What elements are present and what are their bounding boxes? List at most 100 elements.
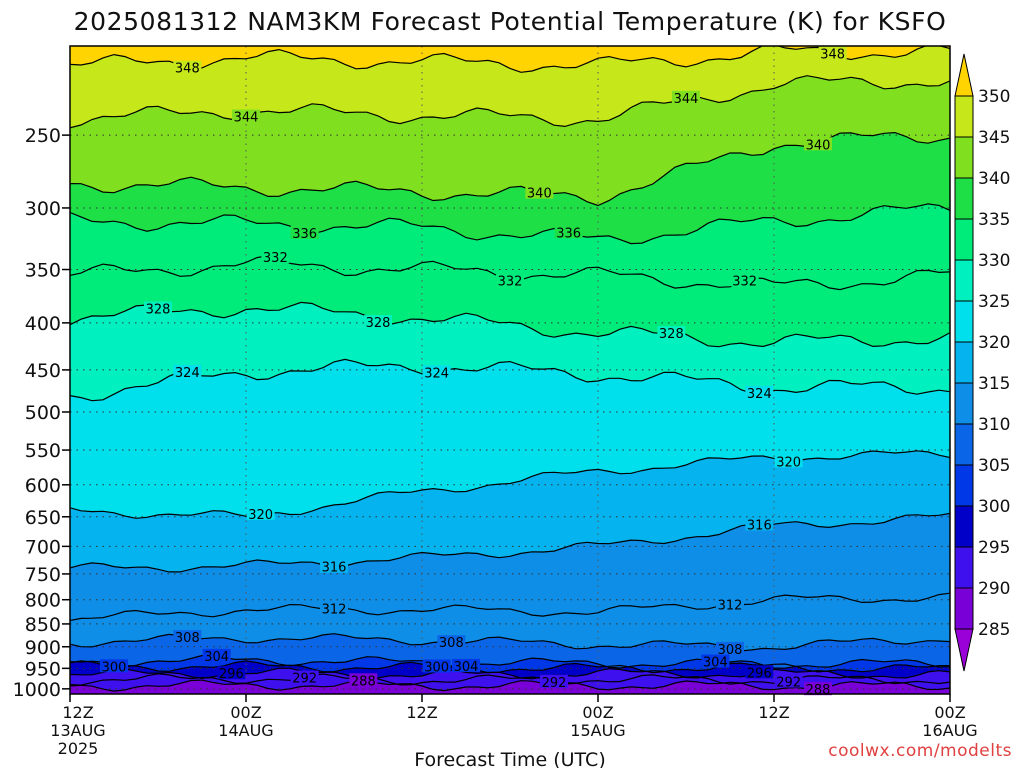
colorbar-label-335: 335 <box>978 210 1010 230</box>
contour-324 <box>70 358 950 402</box>
colorbar-label-325: 325 <box>978 292 1010 312</box>
contour-308 <box>70 633 950 652</box>
colorbar-segment-300 <box>954 464 974 507</box>
colorbar-over-arrow <box>954 53 974 97</box>
contour-296 <box>70 667 950 681</box>
contour-label-text: 328 <box>659 327 684 342</box>
pressure-axis: 2503003504004505005506006507007508008509… <box>13 125 70 701</box>
y-tick-label-300: 300 <box>25 198 61 220</box>
chart-title: 2025081312 NAM3KM Forecast Potential Tem… <box>74 7 947 36</box>
contour-label-344: 344 <box>232 109 260 126</box>
contour-label-text: 324 <box>424 366 449 381</box>
contour-label-text: 296 <box>747 666 772 681</box>
contour-label-328: 328 <box>144 301 172 318</box>
contour-label-text: 336 <box>292 227 317 242</box>
contour-label-bg <box>320 559 348 573</box>
contour-316 <box>70 512 950 573</box>
contour-label-text: 312 <box>718 598 743 613</box>
contour-label-332: 332 <box>730 273 759 289</box>
grid-lines <box>70 46 950 694</box>
contour-label-text: 308 <box>439 636 464 651</box>
contour-label-320: 320 <box>246 506 275 523</box>
field-band-344 <box>70 46 950 128</box>
contour-label-296: 296 <box>745 665 774 681</box>
contour-label-text: 316 <box>747 519 772 534</box>
contour-label-316: 316 <box>320 559 348 576</box>
contour-288 <box>70 679 950 692</box>
contour-label-292: 292 <box>290 670 319 687</box>
colorbar-segment-340 <box>954 136 974 179</box>
contour-label-bg <box>804 682 832 696</box>
x-tick-label: 00Z <box>934 703 965 722</box>
contour-344 <box>70 75 950 129</box>
contour-label-300: 300 <box>422 659 451 675</box>
contour-label-bg <box>173 60 202 74</box>
field-band-320 <box>70 359 950 519</box>
colorbar-segment-325 <box>954 259 974 302</box>
contour-label-bg <box>730 273 759 287</box>
contour-label-288: 288 <box>804 682 832 698</box>
contour-label-308: 308 <box>716 641 744 658</box>
contour-label-text: 300 <box>424 660 449 675</box>
x-tick-label: 2025 <box>58 739 99 758</box>
colorbar-label-305: 305 <box>978 456 1010 476</box>
temperature-field <box>70 46 950 694</box>
contour-label-text: 340 <box>806 138 831 153</box>
contour-label-text: 288 <box>351 674 376 689</box>
field-band-292 <box>70 668 950 686</box>
contour-label-bg <box>774 454 803 468</box>
contour-label-bg <box>144 301 172 315</box>
contour-label-text: 316 <box>322 561 347 576</box>
contour-label-bg <box>290 225 319 239</box>
colorbar-label-350: 350 <box>978 87 1010 107</box>
contour-label-300: 300 <box>100 659 128 675</box>
colorbar-segment-310 <box>954 382 974 425</box>
colorbar-segment-305 <box>954 423 974 466</box>
y-tick-label-450: 450 <box>25 360 61 382</box>
contour-label-text: 340 <box>527 187 552 202</box>
contour-300 <box>70 660 950 674</box>
contour-label-324: 324 <box>745 385 774 402</box>
contour-label-332: 332 <box>496 273 524 290</box>
contour-label-bg <box>804 137 832 151</box>
contour-label-292: 292 <box>540 674 568 691</box>
field-band-340 <box>70 75 950 206</box>
contour-label-text: 324 <box>175 366 200 381</box>
colorbar-segment-285 <box>954 587 974 630</box>
contour-label-bg <box>217 666 246 680</box>
contour-label-304: 304 <box>701 654 730 671</box>
contour-label-348: 348 <box>818 46 847 62</box>
contour-label-text: 304 <box>703 656 728 671</box>
contour-336 <box>70 203 950 245</box>
x-tick-label: 12Z <box>62 703 93 722</box>
contour-label-bg <box>745 665 774 679</box>
colorbar-under-arrow <box>954 628 974 672</box>
contour-label-324: 324 <box>422 365 451 381</box>
contour-328 <box>70 301 950 348</box>
contour-label-text: 332 <box>498 275 523 290</box>
y-tick-label-500: 500 <box>25 402 61 424</box>
x-tick-label: 00Z <box>230 703 261 722</box>
x-tick-label: 15AUG <box>570 721 625 740</box>
colorbar-segment-295 <box>954 505 974 548</box>
contour-label-bg <box>320 601 348 615</box>
contour-label-bg <box>525 185 554 199</box>
contour-label-296: 296 <box>217 666 246 682</box>
contour-312 <box>70 592 950 622</box>
colorbar-label-295: 295 <box>978 538 1010 558</box>
contour-label-text: 300 <box>102 660 127 675</box>
y-tick-label-1000: 1000 <box>13 679 61 701</box>
contour-label-text: 328 <box>146 303 171 318</box>
field-band-288 <box>70 673 950 692</box>
contour-label-bg <box>232 109 260 123</box>
colorbar-label-290: 290 <box>978 579 1010 599</box>
contour-label-bg <box>701 654 730 668</box>
colorbar-label-330: 330 <box>978 251 1010 271</box>
contour-label-text: 332 <box>732 274 757 289</box>
y-tick-label-600: 600 <box>25 475 61 497</box>
y-tick-label-700: 700 <box>25 536 61 558</box>
contour-label-text: 292 <box>542 676 567 691</box>
x-tick-label: 16AUG <box>922 721 977 740</box>
colorbar-label-300: 300 <box>978 497 1010 517</box>
